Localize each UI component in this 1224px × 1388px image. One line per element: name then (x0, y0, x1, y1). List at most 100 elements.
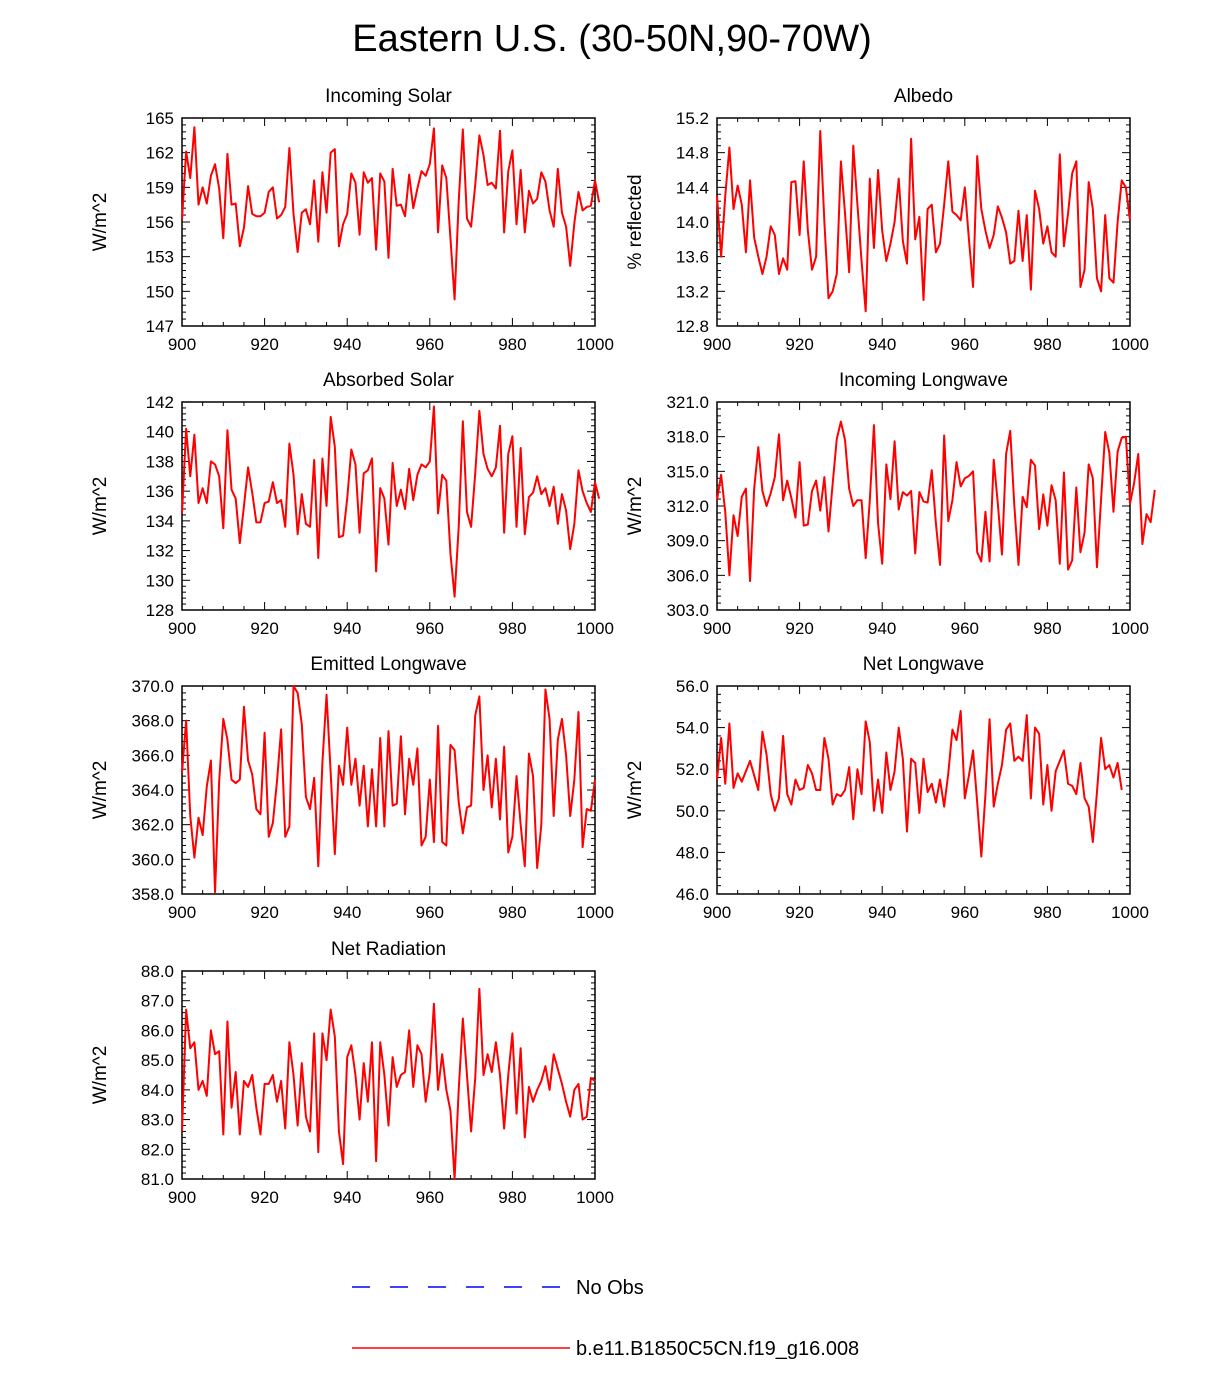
panel-title: Incoming Solar (325, 86, 452, 107)
x-tick-label: 920 (785, 335, 813, 354)
x-tick-label: 960 (416, 1188, 444, 1207)
panel-net-longwave: Net Longwave 900 920 940 960 980 1000 46.0 48.0 5… (625, 654, 1149, 922)
x-tick-label: 920 (250, 1188, 278, 1207)
panel-title: Absorbed Solar (323, 370, 455, 391)
x-tick-label: 900 (703, 335, 731, 354)
y-tick-label: 312.0 (666, 497, 709, 516)
y-tick-label: 85.0 (141, 1051, 174, 1070)
plot-frame (716, 401, 1131, 611)
y-tick-label: 142 (146, 393, 174, 412)
x-tick-label: 1000 (1111, 619, 1149, 638)
x-tick-label: 1000 (1111, 335, 1149, 354)
y-tick-label: 364.0 (131, 781, 174, 800)
y-tick-label: 56.0 (676, 677, 709, 696)
series-line (716, 130, 1131, 313)
y-tick-label: 306.0 (666, 566, 709, 585)
y-tick-label: 50.0 (676, 802, 709, 821)
y-tick-label: 86.0 (141, 1021, 174, 1040)
y-tick-label: 156 (146, 213, 174, 232)
series-line (181, 987, 596, 1180)
y-tick-label: 315.0 (666, 462, 709, 481)
y-axis-label: W/m^2 (90, 477, 111, 536)
y-tick-label: 13.2 (676, 282, 709, 301)
x-tick-label: 900 (168, 335, 196, 354)
legend: No Obs b.e11.B1850C5CN.f19_g16.008 (352, 1277, 859, 1360)
y-tick-label: 83.0 (141, 1111, 174, 1130)
x-tick-label: 980 (498, 335, 526, 354)
x-tick-label: 940 (868, 903, 896, 922)
y-tick-label: 15.2 (676, 109, 709, 128)
y-tick-label: 360.0 (131, 850, 174, 869)
panel-title: Incoming Longwave (839, 370, 1008, 391)
y-axis-label: W/m^2 (625, 761, 646, 820)
x-tick-label: 940 (333, 619, 361, 638)
x-tick-label: 920 (250, 335, 278, 354)
x-tick-label: 900 (168, 903, 196, 922)
x-tick-label: 920 (250, 619, 278, 638)
x-tick-label: 960 (416, 903, 444, 922)
y-tick-label: 87.0 (141, 992, 174, 1011)
legend-model-label: b.e11.B1850C5CN.f19_g16.008 (576, 1338, 859, 1360)
y-tick-label: 12.8 (676, 317, 709, 336)
panel-emitted-longwave: Emitted Longwave 900 920 940 960 980 1000 358.0… (90, 654, 614, 922)
y-tick-label: 132 (146, 542, 174, 561)
panel-title: Albedo (894, 86, 953, 107)
y-tick-label: 134 (146, 512, 174, 531)
y-tick-label: 13.6 (676, 248, 709, 267)
y-tick-label: 303.0 (666, 601, 709, 620)
y-tick-label: 81.0 (141, 1170, 174, 1189)
y-tick-label: 82.0 (141, 1140, 174, 1159)
y-tick-label: 84.0 (141, 1081, 174, 1100)
x-tick-label: 980 (498, 1188, 526, 1207)
x-tick-label: 920 (250, 903, 278, 922)
y-tick-label: 362.0 (131, 816, 174, 835)
y-tick-label: 150 (146, 282, 174, 301)
y-axis-label: W/m^2 (90, 193, 111, 252)
y-tick-label: 162 (146, 144, 174, 163)
y-axis-label: W/m^2 (625, 477, 646, 536)
y-tick-label: 14.8 (676, 144, 709, 163)
x-tick-label: 900 (703, 619, 731, 638)
y-tick-label: 159 (146, 178, 174, 197)
series-line (716, 420, 1156, 583)
x-tick-label: 980 (498, 619, 526, 638)
x-tick-label: 1000 (1111, 903, 1149, 922)
x-tick-label: 920 (785, 619, 813, 638)
x-tick-label: 940 (333, 903, 361, 922)
series-line (181, 126, 601, 301)
y-tick-label: 52.0 (676, 760, 709, 779)
y-axis-label: W/m^2 (90, 1046, 111, 1105)
x-tick-label: 940 (333, 335, 361, 354)
y-tick-label: 358.0 (131, 885, 174, 904)
x-tick-label: 1000 (576, 1188, 614, 1207)
x-tick-label: 900 (168, 1188, 196, 1207)
panel-absorbed-solar: Absorbed Solar 900 920 940 960 980 1000 128 130 1… (90, 370, 614, 638)
panel-net-radiation: Net Radiation 900 920 940 960 980 1000 81.0 82.0… (90, 939, 614, 1207)
panel-title: Net Longwave (863, 654, 984, 675)
panels: Incoming Solar 900 920 940 960 980 1000 147 150 1… (90, 86, 1156, 1207)
x-tick-label: 1000 (576, 335, 614, 354)
y-tick-label: 318.0 (666, 428, 709, 447)
x-tick-label: 920 (785, 903, 813, 922)
legend-no-obs-label: No Obs (576, 1277, 644, 1299)
panel-title: Net Radiation (331, 939, 446, 960)
y-tick-label: 46.0 (676, 885, 709, 904)
x-tick-label: 960 (416, 335, 444, 354)
y-tick-label: 14.4 (676, 178, 709, 197)
y-tick-label: 368.0 (131, 712, 174, 731)
y-tick-label: 321.0 (666, 393, 709, 412)
x-tick-label: 960 (951, 335, 979, 354)
x-tick-label: 900 (168, 619, 196, 638)
x-tick-label: 1000 (576, 619, 614, 638)
x-tick-label: 980 (1033, 903, 1061, 922)
x-tick-label: 980 (1033, 619, 1061, 638)
x-tick-label: 940 (868, 619, 896, 638)
x-tick-label: 1000 (576, 903, 614, 922)
y-tick-label: 88.0 (141, 962, 174, 981)
x-tick-label: 980 (498, 903, 526, 922)
panel-incoming-longwave: Incoming Longwave 900 920 940 960 980 1000 303.… (625, 370, 1156, 638)
series-line (181, 685, 596, 894)
x-tick-label: 940 (868, 335, 896, 354)
x-tick-label: 900 (703, 903, 731, 922)
